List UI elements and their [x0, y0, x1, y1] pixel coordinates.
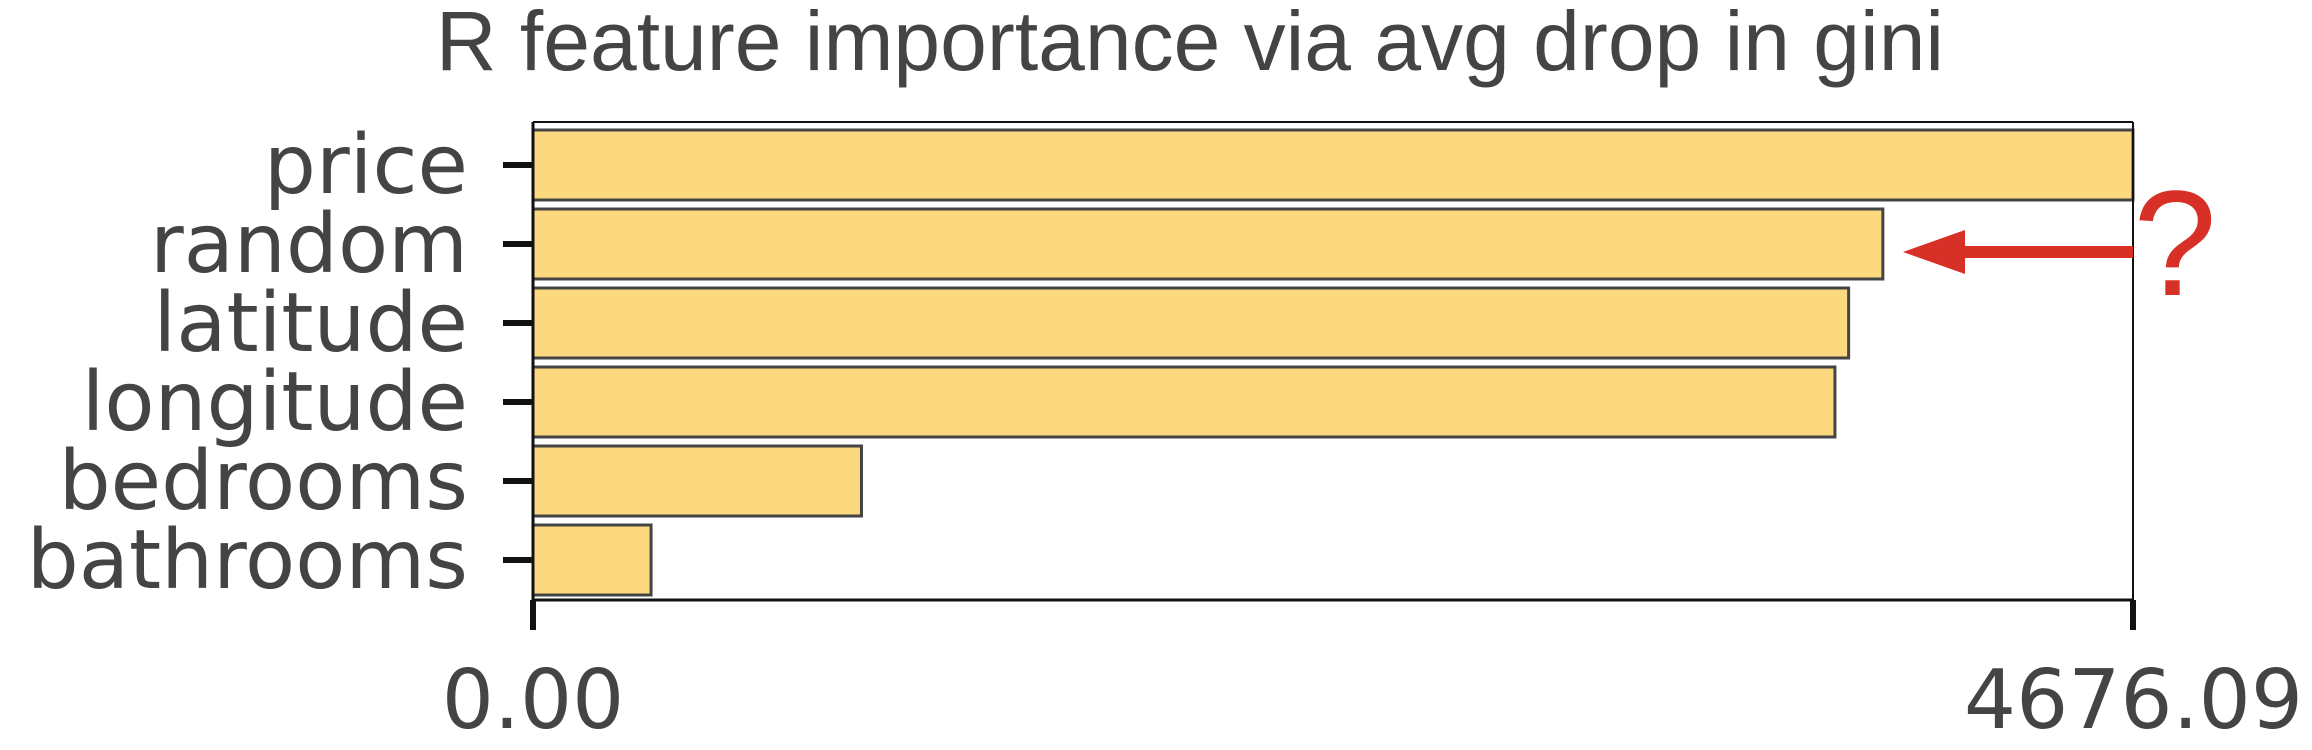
x-tick-label: 4676.09 — [1964, 653, 2303, 748]
annotation-arrow-head — [1903, 230, 1965, 274]
y-tick-marks — [503, 162, 533, 563]
category-label: bedrooms — [59, 434, 468, 529]
annotation-group: ? — [1903, 159, 2217, 327]
bar-bedrooms — [531, 444, 863, 518]
plot-frame — [531, 121, 2134, 602]
category-label: latitude — [153, 276, 468, 371]
category-label: bathrooms — [27, 513, 468, 608]
x-ticks: 0.00 4676.09 — [442, 600, 2303, 748]
category-labels: pricerandomlatitudelongitudebedroomsbath… — [27, 118, 468, 608]
bar-longitude — [531, 365, 1837, 439]
category-label: random — [150, 197, 468, 292]
bar-random — [531, 207, 1885, 281]
category-label: longitude — [82, 355, 468, 450]
category-label: price — [264, 118, 468, 213]
bar-price — [531, 128, 2135, 202]
chart-title: R feature importance via avg drop in gin… — [436, 0, 1944, 88]
bars-group — [531, 128, 2135, 597]
bar-bathrooms — [531, 523, 653, 597]
annotation-question-mark: ? — [2133, 159, 2216, 327]
bar-latitude — [531, 286, 1851, 360]
x-tick-label: 0.00 — [442, 653, 625, 748]
